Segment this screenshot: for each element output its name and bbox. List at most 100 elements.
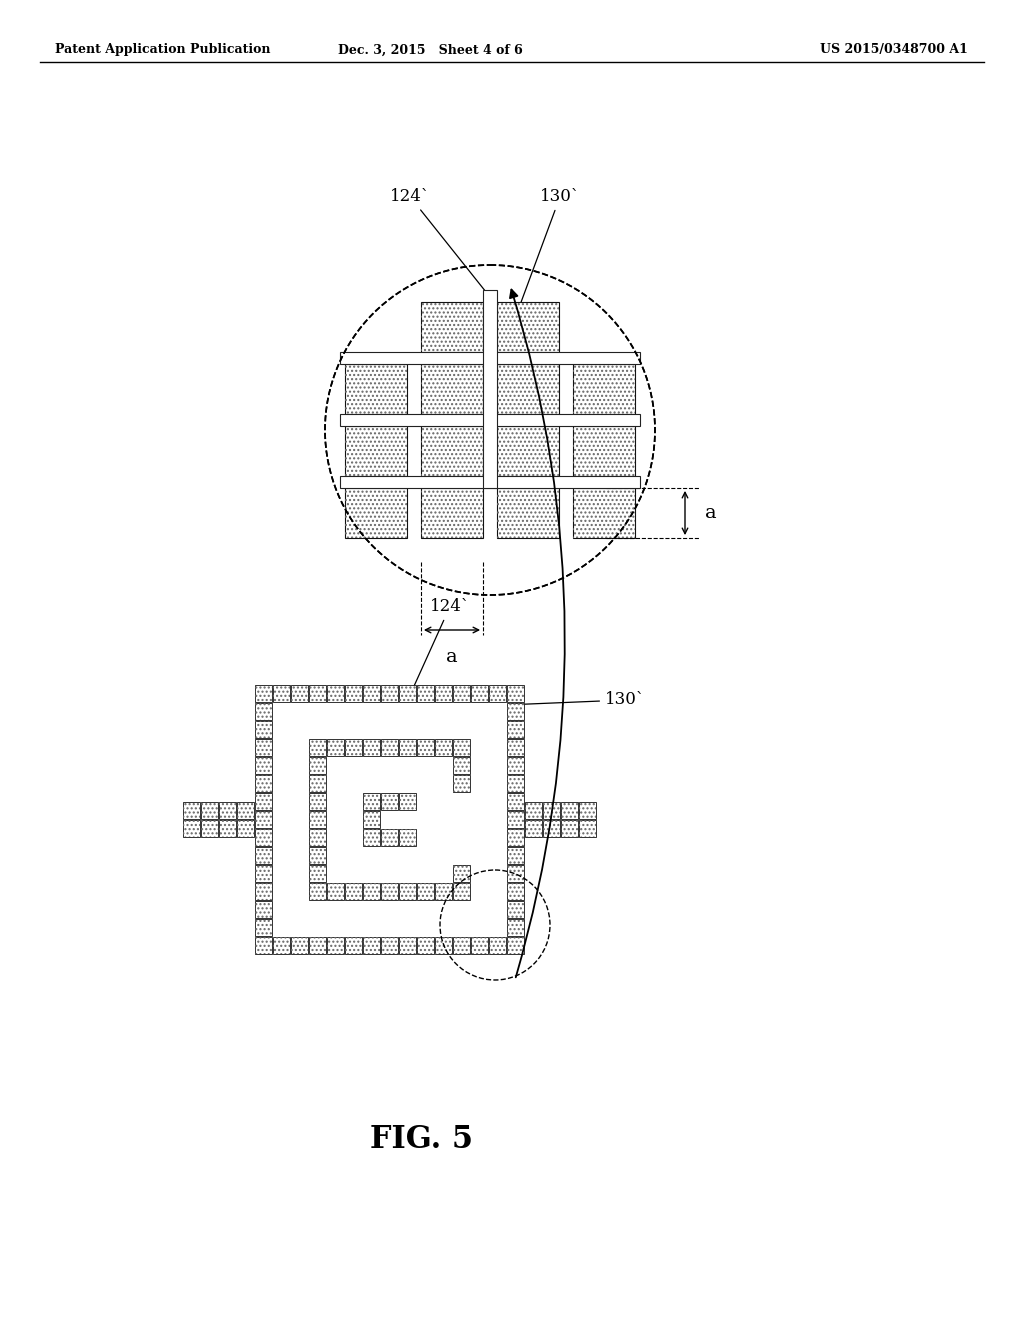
Text: 130`: 130` — [508, 692, 645, 709]
Bar — [362, 829, 380, 846]
Bar — [507, 847, 523, 863]
Bar — [255, 810, 271, 828]
Bar — [573, 426, 635, 477]
Bar — [309, 739, 326, 755]
Bar — [362, 883, 380, 899]
Bar — [219, 803, 236, 818]
Bar — [327, 937, 344, 953]
Bar — [507, 685, 523, 701]
Bar — [483, 290, 497, 488]
Bar — [309, 847, 326, 863]
Text: US 2015/0348700 A1: US 2015/0348700 A1 — [820, 44, 968, 57]
Bar — [507, 756, 523, 774]
Bar — [362, 810, 380, 828]
Bar — [201, 803, 217, 818]
Bar — [183, 820, 200, 837]
Bar — [421, 364, 483, 414]
Bar — [362, 793, 380, 809]
Bar — [237, 820, 254, 837]
Bar — [345, 937, 361, 953]
Bar — [345, 883, 361, 899]
Bar — [309, 793, 326, 809]
Bar — [362, 739, 380, 755]
Bar — [573, 426, 635, 477]
Bar — [497, 302, 559, 352]
Bar — [255, 739, 271, 755]
Bar — [507, 721, 523, 738]
Bar — [309, 756, 326, 774]
Bar — [399, 937, 416, 953]
Bar — [345, 488, 407, 539]
Bar — [507, 829, 523, 846]
Bar — [507, 739, 523, 755]
Bar — [399, 739, 416, 755]
Bar — [421, 302, 483, 352]
Bar — [340, 414, 640, 426]
Bar — [273, 937, 290, 953]
Bar — [381, 685, 397, 701]
Bar — [453, 739, 470, 755]
Bar — [327, 883, 344, 899]
Bar — [421, 302, 483, 352]
Text: 130`: 130` — [521, 187, 581, 302]
Bar — [507, 937, 523, 953]
Bar — [273, 937, 290, 953]
Bar — [453, 739, 470, 755]
Bar — [497, 364, 559, 414]
Bar — [417, 937, 433, 953]
Bar — [453, 685, 470, 701]
Bar — [573, 364, 635, 414]
Bar — [237, 803, 254, 818]
Bar — [435, 937, 452, 953]
Bar — [345, 685, 361, 701]
Bar — [543, 803, 559, 818]
Bar — [291, 937, 307, 953]
Bar — [309, 847, 326, 863]
Bar — [309, 810, 326, 828]
Bar — [201, 820, 217, 837]
Bar — [421, 426, 483, 477]
Bar — [345, 937, 361, 953]
Bar — [183, 803, 200, 818]
Bar — [497, 364, 559, 414]
Bar — [507, 847, 523, 863]
Bar — [399, 883, 416, 899]
Bar — [507, 793, 523, 809]
Bar — [291, 685, 307, 701]
Bar — [453, 865, 470, 882]
Bar — [255, 739, 271, 755]
Bar — [417, 685, 433, 701]
Bar — [255, 775, 271, 792]
Bar — [255, 704, 271, 719]
Bar — [399, 739, 416, 755]
Bar — [417, 883, 433, 899]
Bar — [255, 847, 271, 863]
Bar — [381, 883, 397, 899]
Bar — [327, 685, 344, 701]
Bar — [255, 865, 271, 882]
Bar — [309, 865, 326, 882]
Bar — [345, 364, 407, 414]
Text: a: a — [705, 504, 717, 521]
Bar — [453, 883, 470, 899]
Bar — [309, 937, 326, 953]
Polygon shape — [325, 265, 655, 595]
Bar — [471, 937, 487, 953]
Bar — [399, 793, 416, 809]
Bar — [421, 364, 483, 414]
Bar — [421, 488, 483, 539]
Bar — [399, 883, 416, 899]
Bar — [255, 721, 271, 738]
Bar — [255, 937, 271, 953]
Bar — [489, 685, 506, 701]
Bar — [435, 739, 452, 755]
Bar — [201, 803, 217, 818]
Bar — [507, 829, 523, 846]
Bar — [273, 685, 290, 701]
Bar — [362, 829, 380, 846]
Bar — [362, 793, 380, 809]
Bar — [255, 902, 271, 917]
Bar — [255, 883, 271, 899]
Bar — [381, 829, 397, 846]
Bar — [273, 685, 290, 701]
